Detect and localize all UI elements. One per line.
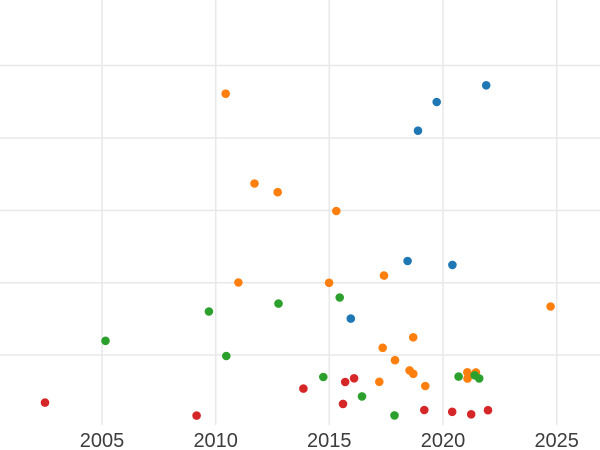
svg-text:2005: 2005: [80, 430, 125, 450]
svg-text:2020: 2020: [421, 430, 466, 450]
svg-text:2015: 2015: [307, 430, 352, 450]
svg-text:2025: 2025: [534, 430, 579, 450]
svg-text:2010: 2010: [193, 430, 238, 450]
